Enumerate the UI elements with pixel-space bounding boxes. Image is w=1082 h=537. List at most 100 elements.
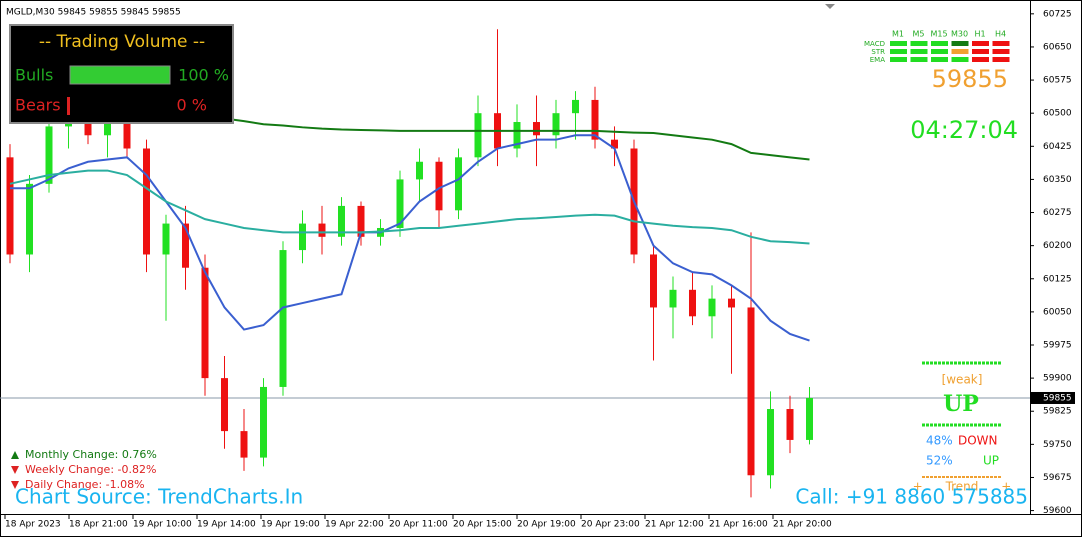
y-tick-label: 59825 — [1043, 407, 1072, 417]
x-tick-label: 18 Apr 21:00 — [69, 520, 128, 530]
y-tick-label: 60050 — [1043, 307, 1072, 317]
signal-cell — [931, 41, 948, 46]
source: Chart Source: TrendCharts.In — [15, 485, 303, 509]
candle-body — [182, 223, 189, 268]
candle-body — [318, 223, 326, 237]
timeframe-label: H4 — [995, 30, 1006, 39]
signal-cell — [951, 57, 969, 62]
current-price-box — [1031, 391, 1075, 404]
y-tick-label: 60575 — [1043, 76, 1072, 86]
signal-cell — [890, 41, 907, 46]
candle-body — [45, 126, 53, 184]
signal-cell — [992, 49, 1010, 54]
candle-body — [240, 431, 248, 458]
bulls-label: Bulls — [15, 66, 53, 85]
signal-cell — [890, 49, 907, 54]
indicator-label: MACD — [864, 40, 885, 48]
volume-panel: -- Trading Volume -- Bulls 100 % Bears 0… — [9, 24, 234, 124]
candle-body — [689, 289, 696, 317]
candle-body — [455, 157, 462, 211]
indicator-label: EMA — [870, 56, 885, 64]
candle-body — [357, 205, 365, 237]
x-tick-label: 19 Apr 14:00 — [197, 520, 256, 530]
y-tick-label: 59900 — [1043, 374, 1072, 384]
signal-cell — [972, 49, 989, 54]
timeframe-label: M1 — [892, 30, 904, 39]
candle-body — [143, 148, 150, 255]
candle-body — [221, 378, 228, 432]
candle-body — [299, 223, 306, 251]
candle-body — [669, 289, 677, 308]
bulls-bar — [69, 65, 171, 85]
arrow-up — [11, 451, 19, 459]
candle-body — [6, 157, 14, 255]
strength: [weak] — [942, 373, 983, 387]
header: MGLD,M30 59845 59855 59845 59855 — [6, 8, 181, 18]
y-tick-label: 60425 — [1043, 142, 1072, 152]
down-label: DOWN — [958, 434, 998, 448]
candle-body — [806, 397, 813, 440]
x-tick-label: 20 Apr 23:00 — [581, 520, 640, 530]
y-tick-label: 59600 — [1043, 506, 1072, 516]
panel-price: 59855 — [932, 65, 1008, 93]
axes: 60725 60650 60575 60500 60425 60350 60275 60200… — [4, 9, 1075, 530]
candle-body — [104, 122, 111, 136]
x-tick-label: 19 Apr 10:00 — [133, 520, 192, 530]
trend: + Trend + — [913, 480, 1012, 494]
candle-body — [728, 298, 735, 308]
signal-cell — [910, 57, 928, 62]
x-tick-label: 19 Apr 22:00 — [325, 520, 384, 530]
candle-body — [279, 250, 287, 387]
timeframe-label: M5 — [913, 30, 925, 39]
y-tick-label: 60725 — [1043, 9, 1072, 19]
bears-bar — [67, 97, 70, 115]
change-text: Monthly Change: 0.76% — [25, 448, 157, 461]
candle-body — [552, 113, 560, 136]
candle-body — [26, 183, 33, 255]
signal-cell — [951, 41, 969, 46]
x-tick-label: 19 Apr 19:00 — [261, 520, 320, 530]
candle-body — [435, 161, 443, 211]
candle-body — [123, 122, 131, 149]
change-text: Weekly Change: -0.82% — [25, 463, 156, 476]
arrow-down — [11, 481, 19, 489]
candle-body — [650, 254, 657, 308]
signal-cell — [992, 57, 1010, 62]
candle-body — [572, 99, 579, 114]
signal-cell — [972, 41, 989, 46]
signal-cell — [931, 49, 948, 54]
candle-body — [396, 179, 404, 228]
y-tick-label: 60275 — [1043, 208, 1072, 218]
y-tick-label: 60350 — [1043, 175, 1072, 185]
candle-body — [708, 298, 716, 317]
bears-label: Bears — [15, 96, 61, 115]
candle-body — [416, 161, 423, 180]
current-price-label: 59855 — [1043, 393, 1072, 403]
moving-average — [126, 112, 810, 161]
timeframe-label: M30 — [951, 30, 968, 39]
signal-cell — [910, 49, 928, 54]
candle-body — [201, 267, 209, 379]
changes: Monthly Change: 0.76% Weekly Change: -0.8… — [11, 448, 157, 491]
x-tick-label: 20 Apr 19:00 — [517, 520, 576, 530]
candle-body — [474, 113, 482, 158]
y-tick-label: 60500 — [1043, 109, 1072, 119]
up-pct: 52% — [926, 454, 953, 468]
moving-average — [10, 134, 810, 342]
candle-body — [84, 113, 92, 136]
timeframe-label: H1 — [974, 30, 985, 39]
bears-value: 0 % — [177, 96, 207, 115]
scroll-marker — [825, 4, 835, 9]
up-label: UP — [983, 454, 999, 468]
indicator-label: STR — [871, 48, 885, 56]
signal-cell — [931, 57, 948, 62]
candle-body — [786, 409, 794, 440]
direction: UP — [943, 391, 979, 417]
bulls-value: 100 % — [178, 66, 229, 85]
x-tick-label: 21 Apr 20:00 — [773, 520, 832, 530]
signal-panel: 59855 04:27:04 [weak] UP 48% DOWN 52% UP… — [864, 30, 1018, 494]
candle-body — [260, 386, 267, 458]
y-tick-label: 59750 — [1043, 440, 1072, 450]
signal-cell — [910, 41, 928, 46]
